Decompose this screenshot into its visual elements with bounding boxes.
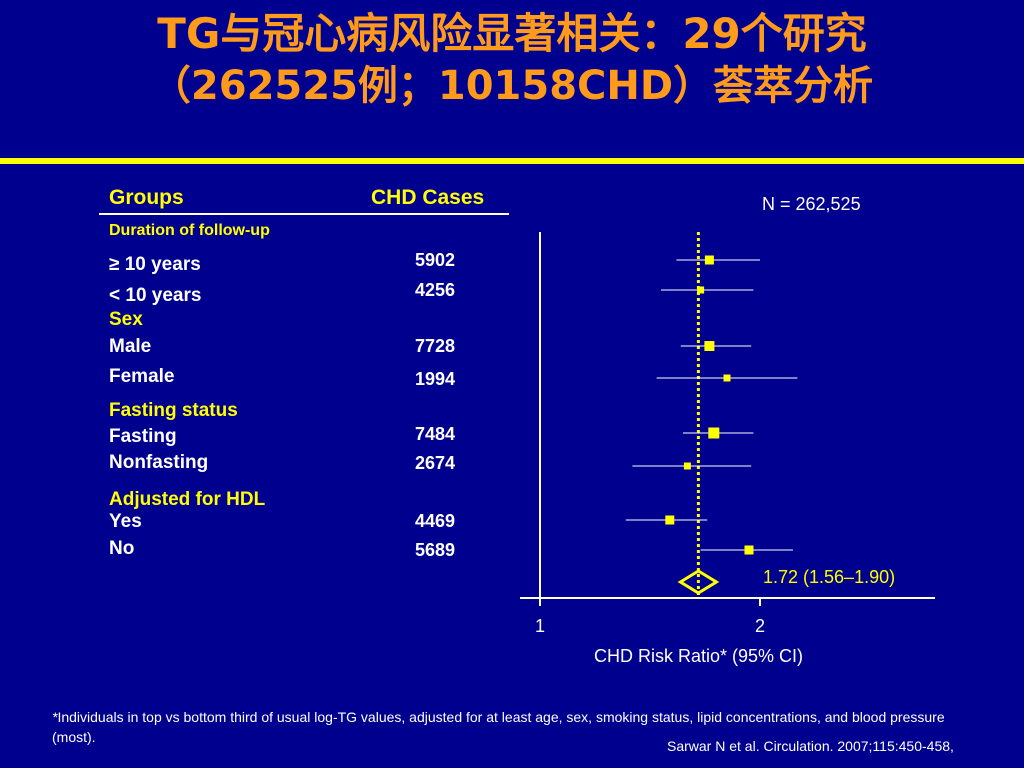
x-tick-label: 1: [535, 616, 545, 636]
group-label: Male: [109, 336, 152, 357]
chd-cases-value: 7484: [415, 424, 456, 444]
x-axis-label: CHD Risk Ratio* (95% CI): [594, 646, 804, 666]
group-label: ≥ 10 years: [109, 254, 201, 275]
group-label: Female: [109, 366, 175, 387]
footnote-text: Individuals in top vs bottom third of us…: [52, 709, 945, 745]
title-divider: [0, 158, 1024, 164]
section-label: Adjusted for HDL: [109, 489, 266, 510]
title-line-2: （262525例；10158CHD）荟萃分析: [150, 63, 874, 109]
section-label: Fasting status: [109, 400, 238, 421]
chd-cases-value: 4469: [415, 511, 456, 531]
groups-header: Groups: [109, 186, 184, 209]
slide-title: TG与冠心病风险显著相关：29个研究 （262525例；10158CHD）荟萃分…: [0, 8, 1024, 112]
chd-cases-value: 5902: [415, 250, 456, 270]
table-header-rule: [99, 213, 509, 215]
point-estimate: [723, 374, 731, 382]
title-line-1: TG与冠心病风险显著相关：29个研究: [157, 9, 867, 58]
chd-cases-value: 5689: [415, 540, 456, 560]
section-label: Sex: [109, 309, 143, 330]
group-label: Nonfasting: [109, 452, 209, 473]
point-estimate: [704, 341, 715, 351]
group-label: Yes: [109, 511, 142, 532]
chd-cases-value: 1994: [415, 369, 456, 389]
sample-size-label: N = 262,525: [762, 194, 861, 214]
point-estimate: [744, 545, 754, 555]
point-estimate: [704, 255, 714, 265]
group-label: < 10 years: [109, 285, 202, 306]
pooled-diamond: [677, 569, 720, 595]
chd-cases-value: 7728: [415, 336, 456, 356]
footnote: *Individuals in top vs bottom third of u…: [52, 707, 952, 747]
pooled-estimate-label: 1.72 (1.56–1.90): [763, 567, 895, 587]
group-label: Fasting: [109, 426, 177, 447]
chd-cases-value: 4256: [415, 280, 456, 300]
cases-header: CHD Cases: [371, 186, 485, 209]
x-tick-label: 2: [755, 616, 765, 636]
point-estimate: [708, 427, 720, 439]
group-label: No: [109, 538, 135, 559]
point-estimate: [697, 286, 705, 294]
footnote-symbol: *: [52, 709, 58, 725]
section-label: Duration of follow-up: [109, 222, 270, 239]
point-estimate: [665, 515, 675, 525]
source-citation: Sarwar N et al. Circulation. 2007;115:45…: [667, 738, 954, 754]
point-estimate: [683, 462, 691, 470]
chd-cases-value: 2674: [415, 453, 456, 473]
